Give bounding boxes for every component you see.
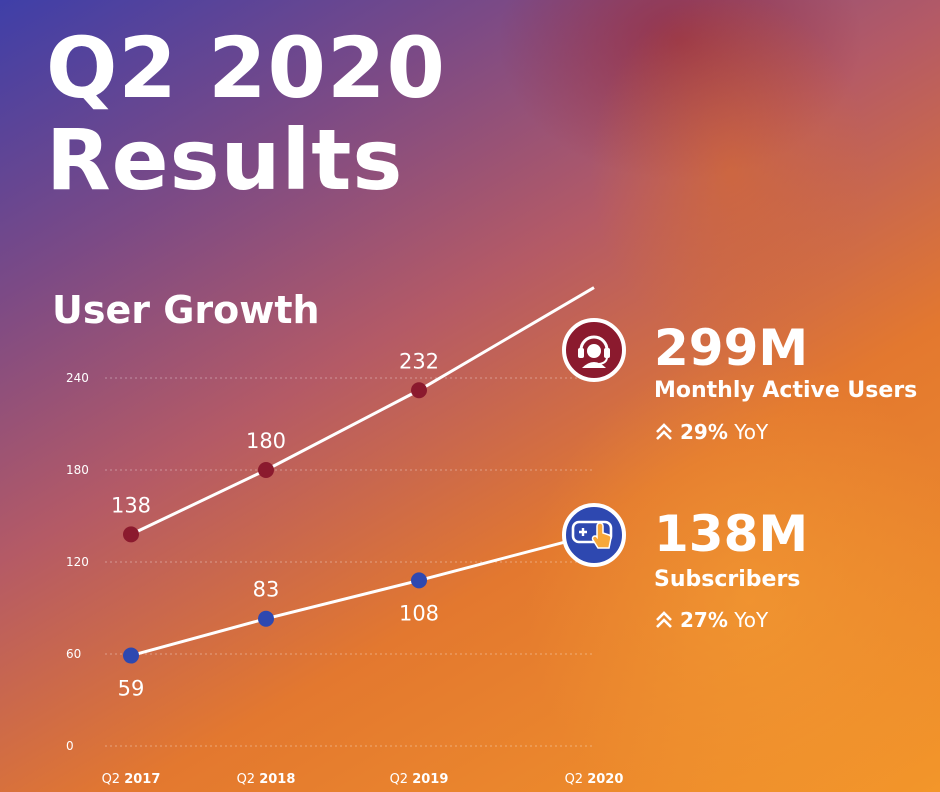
- stat-subscribers-yoy-suffix: YoY: [734, 608, 769, 632]
- stat-subscribers-yoy-pct: 27%: [680, 608, 728, 632]
- data-point-mau-2019: [411, 382, 427, 399]
- headline-line2: Results: [46, 111, 404, 209]
- y-tick-label-0: 0: [66, 739, 74, 753]
- stat-mau-yoy-pct: 29%: [680, 420, 728, 444]
- stat-mau-label: Monthly Active Users: [654, 378, 918, 403]
- data-label-subscribers-2018: 83: [253, 578, 280, 602]
- x-tick-label-2017: Q2 2017: [102, 772, 161, 787]
- y-tick-label-120: 120: [66, 555, 89, 569]
- stat-mau-yoy-suffix: YoY: [734, 420, 769, 444]
- stat-subscribers-yoy: 27% YoY: [654, 608, 768, 635]
- data-label-subscribers-2019: 108: [399, 601, 439, 625]
- data-point-mau-2018: [258, 462, 274, 478]
- stat-mau-value: 299M: [654, 319, 809, 377]
- data-label-mau-2017: 138: [111, 493, 151, 517]
- data-label-mau-2019: 232: [399, 349, 439, 373]
- y-tick-label-240: 240: [66, 371, 89, 385]
- data-point-subscribers-2019: [411, 572, 427, 589]
- data-point-subscribers-2017: [123, 647, 139, 664]
- data-label-mau-2018: 180: [246, 429, 286, 453]
- stat-subscribers-label: Subscribers: [654, 567, 801, 592]
- background-photo: [420, 0, 940, 792]
- y-tick-label-180: 180: [66, 463, 89, 477]
- series-line-subscribers: [130, 532, 595, 657]
- y-tick-label-60: 60: [66, 647, 81, 661]
- series-line-mau: [130, 286, 595, 536]
- double-chevron-up-icon: [654, 422, 674, 447]
- data-point-mau-2017: [123, 526, 139, 543]
- section-title: User Growth: [52, 288, 320, 332]
- x-tick-label-2018: Q2 2018: [237, 772, 296, 787]
- game-controller-icon: [562, 503, 626, 567]
- headline: Q2 2020 Results: [46, 22, 446, 206]
- stat-subscribers-value: 138M: [654, 505, 809, 563]
- data-point-subscribers-2018: [258, 610, 274, 627]
- headline-line1: Q2 2020: [46, 19, 446, 117]
- headset-icon: [562, 318, 626, 382]
- x-tick-label-2020: Q2 2020: [565, 772, 624, 787]
- data-label-subscribers-2017: 59: [118, 677, 145, 701]
- x-tick-label-2019: Q2 2019: [390, 772, 449, 787]
- stat-mau-yoy: 29% YoY: [654, 420, 768, 447]
- double-chevron-up-icon: [654, 610, 674, 635]
